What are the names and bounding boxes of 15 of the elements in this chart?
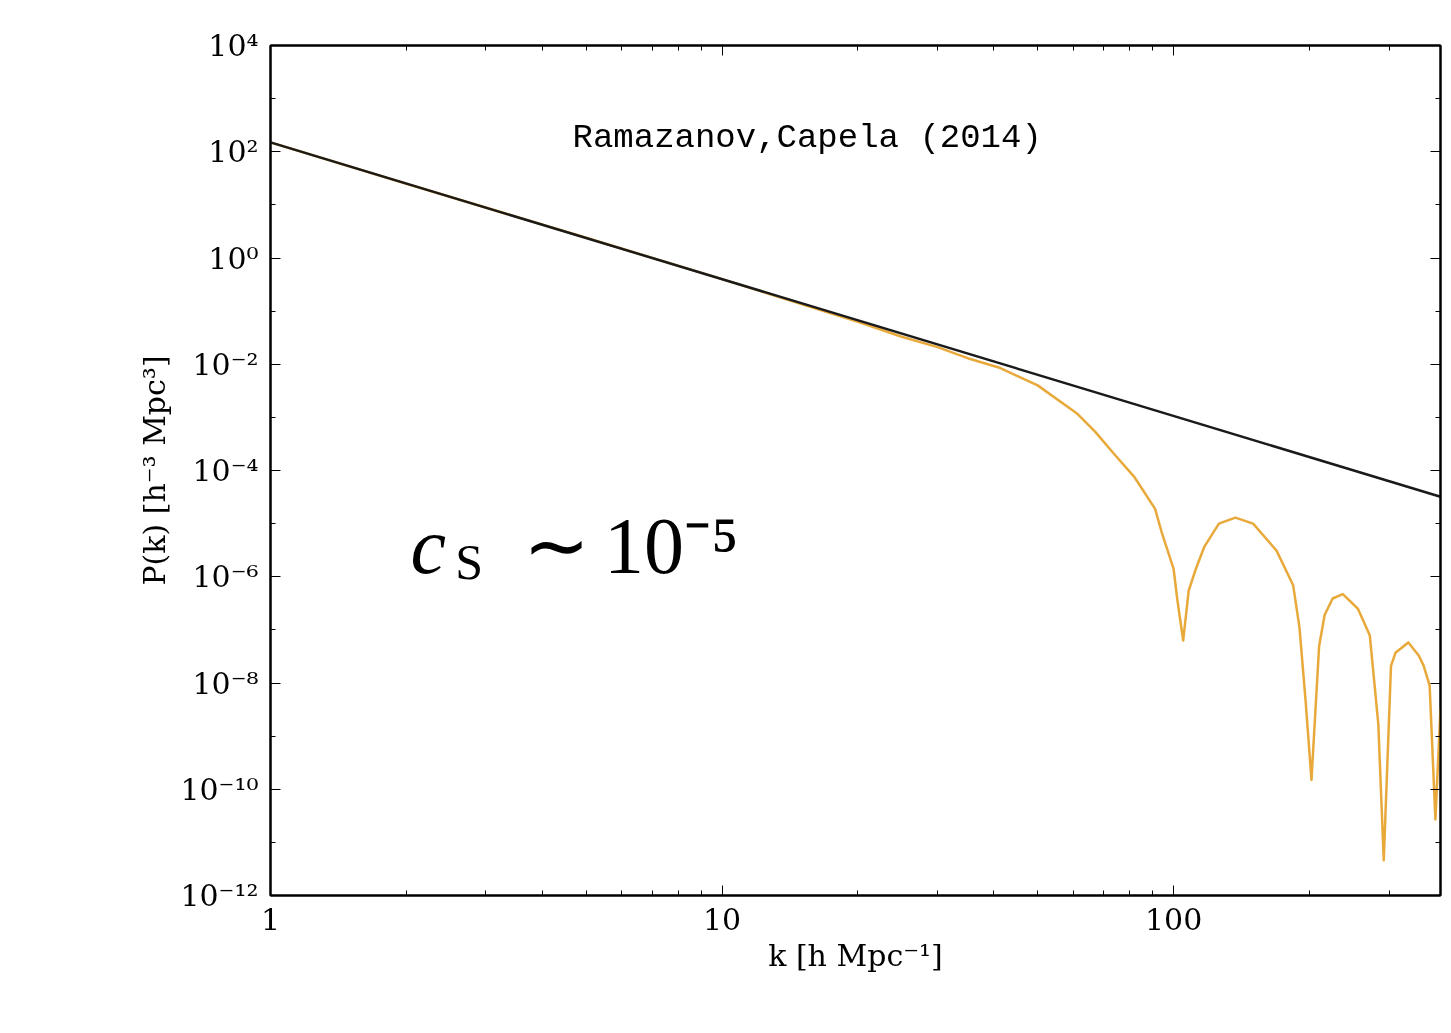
x-tick-label: 100 <box>1144 901 1203 937</box>
y-tick-label: 10⁻⁴ <box>192 453 259 488</box>
y-axis-title: P(k) [h⁻³ Mpc³] <box>137 355 173 586</box>
x-tick-label: 10 <box>702 901 742 937</box>
y-tick-label: 10⁰ <box>208 240 259 276</box>
y-tick-label: 10⁻¹² <box>180 878 259 913</box>
y-tick-label: 10⁻¹⁰ <box>180 771 259 807</box>
x-tick-label: 1 <box>260 901 281 937</box>
y-tick-label: 10⁻² <box>192 346 259 382</box>
x-axis-title: k [h Mpc⁻¹] <box>768 937 943 973</box>
y-tick-label: 10⁻⁸ <box>192 665 259 701</box>
y-tick-label: 10² <box>208 134 259 170</box>
y-tick-label: 10⁻⁶ <box>192 559 259 595</box>
annotation: Ramazanov,Capela (2014) <box>572 118 1042 157</box>
y-tick-label: 10⁴ <box>208 28 259 63</box>
